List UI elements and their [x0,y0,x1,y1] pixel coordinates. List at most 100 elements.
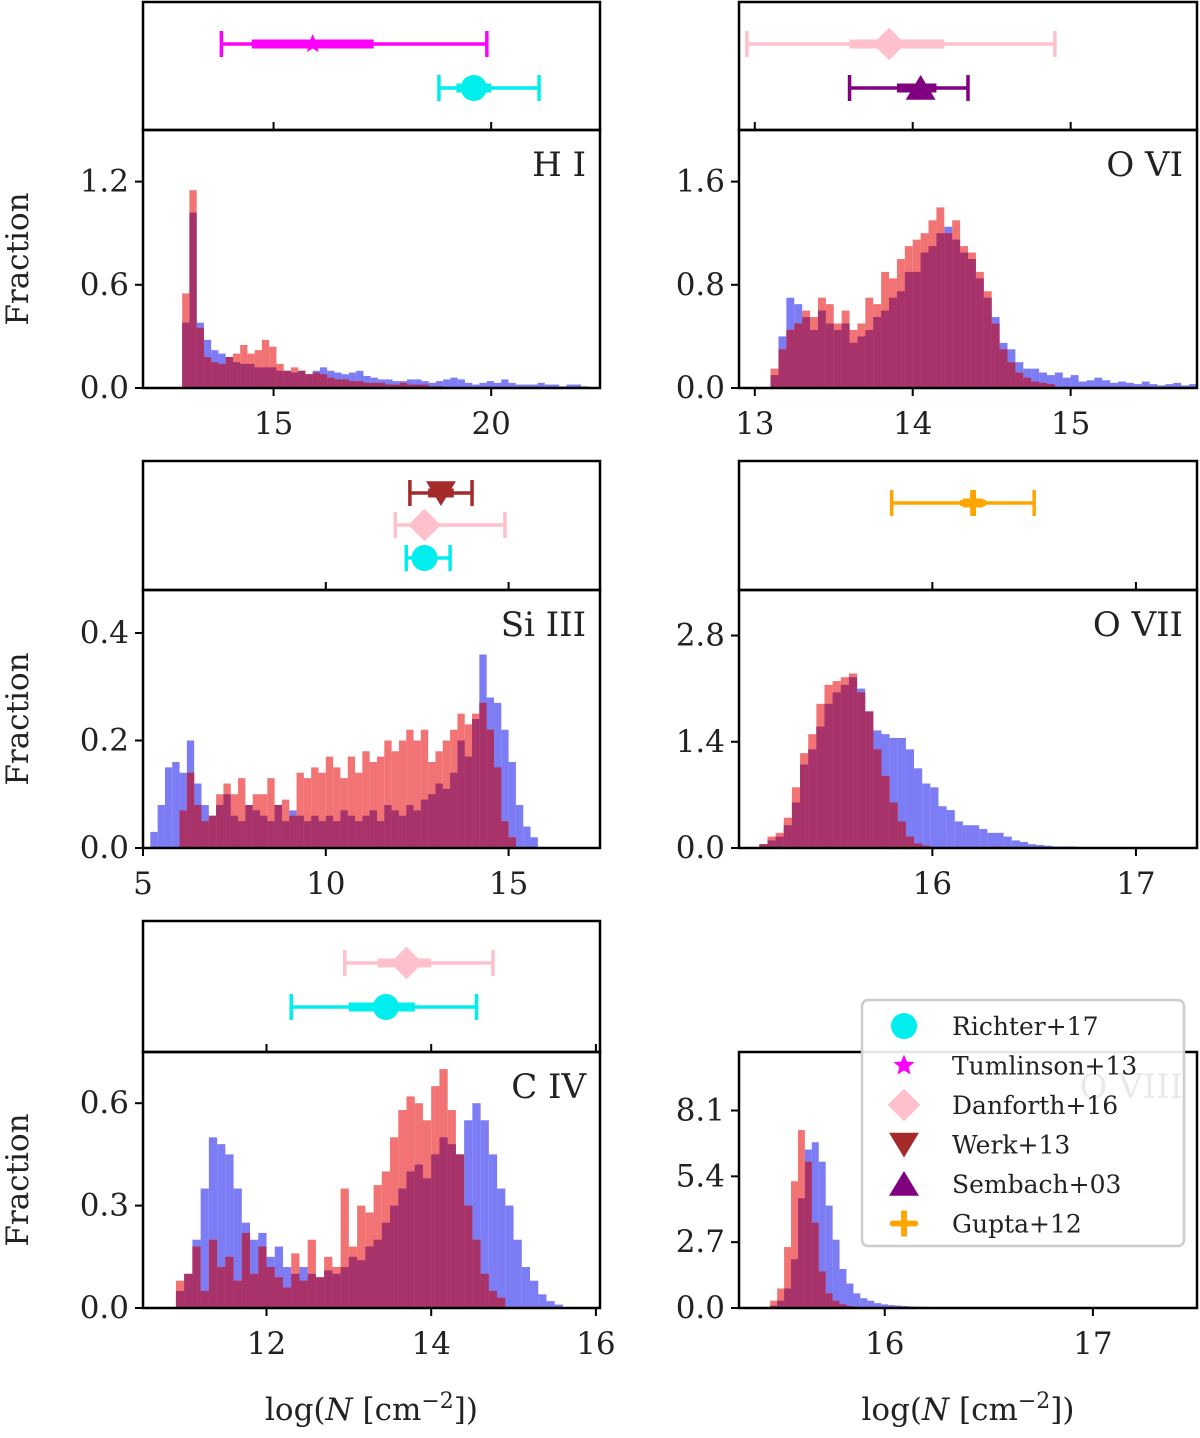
histogram-bar [1054,372,1063,388]
histogram-overlap-bar [1031,381,1040,388]
histogram-overlap-bar [252,810,260,848]
histogram-overlap-bar [327,377,335,388]
histogram-bar [1078,381,1087,388]
histogram-overlap-bar [501,821,509,848]
histogram-bar [217,1144,226,1308]
histogram-bar [551,384,560,388]
histogram-bar [922,783,931,848]
histogram-overlap-bar [340,810,348,848]
histogram-bar [1003,836,1012,848]
histogram-overlap-bar [447,1144,456,1308]
histogram-overlap-bar [398,1188,407,1308]
histogram-overlap-bar [281,821,290,848]
histogram-overlap-bar [450,772,458,848]
histogram-overlap-bar [245,805,253,848]
histogram-overlap-bar [904,271,913,388]
histogram-bar [376,756,385,848]
histogram-overlap-bar [811,1222,819,1308]
histogram-overlap-bar [399,382,407,388]
histogram-bar [303,778,312,848]
histogram-bar [233,1188,242,1308]
histogram-overlap-bar [267,821,275,848]
histogram-overlap-bar [486,729,494,848]
histogram-overlap-bar [1023,377,1032,388]
histogram-bar [508,762,516,848]
histogram-bar [832,1239,840,1308]
histogram-overlap-bar [804,1161,812,1308]
legend-marker [893,1054,915,1075]
histogram-bar [150,831,158,848]
histogram-bar [1141,381,1150,388]
x-tick-label: 15 [254,406,293,442]
histogram-bar [995,832,1004,848]
histogram-overlap-bar [259,815,268,848]
histogram-overlap [175,1137,506,1308]
legend-entry: Sembach+03 [889,1170,1121,1199]
legend-marker [887,1088,921,1122]
histogram-bar [1133,384,1142,388]
observation-frame [737,459,1199,592]
legend-label: Gupta+12 [952,1210,1082,1239]
histogram-bar [497,1188,506,1308]
histogram-bar [962,825,972,848]
histogram-overlap-bar [355,821,363,848]
histogram-overlap-bar [208,1239,218,1308]
legend-label: Danforth+16 [952,1091,1118,1120]
y-tick-label: 0.0 [676,370,725,406]
observation-marker [372,994,399,1020]
histogram-overlap-bar [391,810,399,848]
histogram-bar [391,751,399,848]
histogram-bar [853,1293,861,1308]
histogram-overlap-bar [832,692,841,848]
x-tick-label: 12 [247,1326,286,1362]
histogram-overlap-bar [312,372,320,388]
histogram-bar [296,772,304,848]
histogram-overlap-bar [347,815,356,848]
histogram-bar [566,384,574,388]
histogram-bar [784,1247,792,1308]
histogram-overlap-bar [356,381,364,388]
histogram-overlap-bar [464,756,473,848]
histogram-bar [369,762,377,848]
histogram-bar [435,381,444,388]
histogram-bar [450,377,458,388]
histogram-overlap-bar [230,815,239,848]
histogram-overlap-bar [211,362,219,388]
histogram-overlap-bar [897,821,906,848]
histogram-overlap-bar [406,1171,415,1308]
histogram-bar [355,772,363,848]
histogram-overlap-bar [385,384,393,388]
histogram-bar [480,1120,489,1308]
histogram-bar [979,829,988,848]
histogram-bar [905,749,915,848]
histogram-bar [839,1268,847,1308]
histogram-overlap-bar [457,740,465,848]
histogram-overlap-bar [857,692,866,848]
histogram-bar [521,1267,531,1308]
histogram-overlap-bar [377,382,386,388]
histogram-overlap-bar [340,1267,349,1308]
histogram-bar [914,768,923,848]
y-tick-label: 0.8 [676,267,725,303]
histogram-overlap-bar [398,815,407,848]
histogram-overlap-bar [261,367,270,388]
y-tick-label: 1.6 [676,164,725,200]
histogram-bar [1086,380,1095,388]
histogram-bar [164,767,173,848]
histogram-bar [530,1280,539,1308]
legend-label: Richter+17 [952,1012,1098,1041]
legend-marker [891,1013,917,1039]
legend-label: Werk+13 [952,1131,1070,1160]
x-tick-label: 16 [865,1326,904,1362]
histogram-bar [546,1301,555,1308]
histogram-overlap-bar [493,767,502,848]
histogram-overlap-bar [225,357,233,388]
observation-marker [390,946,423,980]
histogram-bar [363,375,371,388]
histogram-bar [428,382,436,388]
ion-label: H I [532,145,586,185]
histogram-overlap-bar [767,840,776,848]
histogram-bar [318,772,326,848]
observation-marker [872,27,906,61]
x-tick-label: 13 [735,406,774,442]
